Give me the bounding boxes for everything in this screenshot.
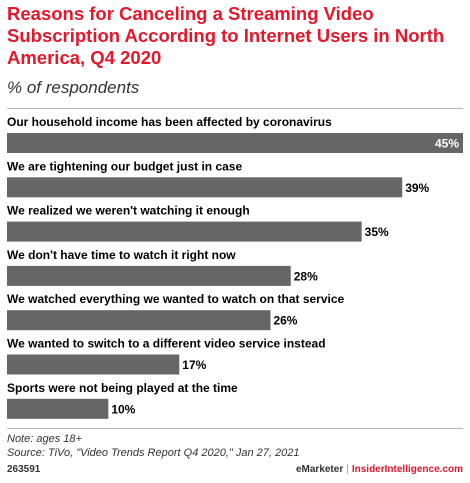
- value-label: 10%: [111, 402, 135, 416]
- bar: [7, 398, 109, 419]
- category-label: We realized we weren't watching it enoug…: [7, 204, 250, 218]
- footer-bar: 263591 eMarketer | InsiderIntelligence.com: [7, 464, 463, 475]
- bar: [7, 265, 291, 286]
- bar-chart: Our household income has been affected b…: [0, 108, 470, 428]
- chart-subtitle: % of respondents: [7, 78, 140, 97]
- value-label: 17%: [182, 358, 206, 372]
- brand-emarketer: eMarketer: [295, 464, 344, 475]
- chart-id: 263591: [7, 464, 41, 475]
- category-label: We watched everything we wanted to watch…: [7, 292, 345, 306]
- value-label: 35%: [365, 225, 389, 239]
- bar: [7, 133, 463, 153]
- category-label: Sports were not being played at the time: [7, 381, 238, 395]
- bottom-divider: [7, 428, 463, 429]
- brand-insider-intelligence: InsiderIntelligence.com: [351, 464, 463, 475]
- category-label: We don't have time to watch it right now: [7, 248, 236, 262]
- category-label: We wanted to switch to a different video…: [7, 337, 326, 351]
- footer-source: Source: TiVo, "Video Trends Report Q4 20…: [7, 447, 300, 459]
- bar: [7, 310, 271, 331]
- bar: [7, 354, 180, 375]
- bar: [7, 221, 362, 242]
- bar-chart-svg: Our household income has been affected b…: [7, 115, 463, 419]
- footer-notes: Note: ages 18+ Source: TiVo, "Video Tren…: [7, 432, 299, 460]
- value-label: 45%: [435, 137, 459, 151]
- top-divider: [7, 108, 463, 109]
- category-label: We are tightening our budget just in cas…: [7, 159, 242, 173]
- brand-separator: |: [346, 464, 349, 475]
- chart-title: Reasons for Canceling a Streaming Video …: [7, 3, 445, 68]
- value-label: 26%: [273, 314, 297, 328]
- bar: [7, 177, 403, 198]
- value-label: 39%: [405, 181, 429, 195]
- value-label: 28%: [294, 269, 318, 283]
- footer-note: Note: ages 18+: [7, 433, 82, 445]
- brand-credit: eMarketer | InsiderIntelligence.com: [296, 464, 463, 475]
- category-label: Our household income has been affected b…: [7, 115, 332, 129]
